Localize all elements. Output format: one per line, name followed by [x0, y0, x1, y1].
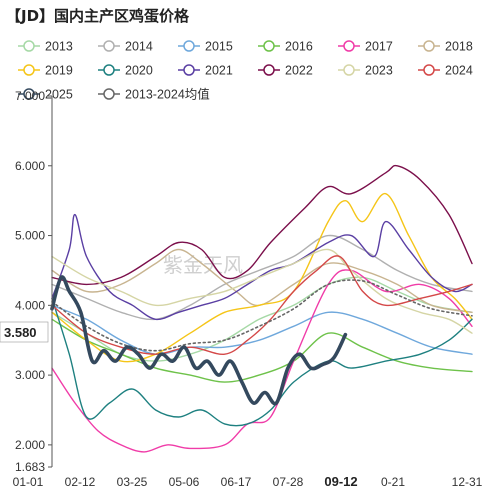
legend-label-6[interactable]: 2019 — [45, 64, 73, 78]
x-tick-label-6: 09-12 — [324, 474, 357, 489]
legend-marker-0 — [23, 40, 35, 52]
y-tick-label-3: 4.000 — [15, 298, 45, 312]
y-tick-label-0: 1.683 — [15, 460, 45, 474]
legend-label-3[interactable]: 2016 — [285, 40, 313, 54]
legend-marker-9 — [263, 64, 275, 76]
series-line-8 — [51, 213, 473, 321]
x-tick-label-8: 12-31 — [452, 475, 483, 489]
y-tick-label-6: 7.000 — [15, 89, 45, 103]
legend-label-10[interactable]: 2023 — [365, 64, 393, 78]
legend-marker-1 — [103, 40, 115, 52]
series-line-12 — [50, 275, 348, 406]
y-tick-label-5: 6.000 — [15, 159, 45, 173]
legend-marker-4 — [343, 40, 355, 52]
series-line-6 — [51, 193, 473, 363]
x-tick-label-4: 06-17 — [221, 475, 252, 489]
y-tick-label-2: 3.000 — [15, 368, 45, 382]
legend-label-9[interactable]: 2022 — [285, 64, 313, 78]
legend-label-1[interactable]: 2014 — [125, 40, 153, 54]
y-tick-label-4: 5.000 — [15, 229, 45, 243]
current-value-badge: 3.580 — [0, 321, 49, 343]
chart-title: 【JD】国内主产区鸡蛋价格 — [6, 7, 190, 25]
x-tick-label-0: 01-01 — [13, 475, 44, 489]
legend: 2013 2014 2015 2016 2017 2018 2019 2020 2021 2022… — [18, 40, 473, 102]
legend-label-8[interactable]: 2021 — [205, 64, 233, 78]
legend-label-11[interactable]: 2024 — [445, 64, 473, 78]
legend-label-13[interactable]: 2013-2024均值 — [125, 87, 210, 102]
legend-marker-10 — [343, 64, 355, 76]
x-tick-label-7: 0-21 — [381, 475, 405, 489]
series-line-5 — [51, 248, 473, 313]
current-value-box — [0, 321, 49, 343]
legend-marker-6 — [23, 64, 35, 76]
x-tick-label-3: 05-06 — [169, 475, 200, 489]
legend-marker-2 — [183, 40, 195, 52]
x-axis-ticks: 01-01 02-12 03-25 05-06 06-17 07-28 09-12 0-21 1… — [13, 474, 483, 489]
series-line-1 — [51, 234, 473, 321]
legend-marker-7 — [103, 64, 115, 76]
legend-label-5[interactable]: 2018 — [445, 40, 473, 54]
current-value-label: 3.580 — [4, 325, 37, 340]
legend-marker-13 — [103, 88, 115, 100]
legend-label-0[interactable]: 2013 — [45, 40, 73, 54]
series-layer — [50, 164, 473, 453]
legend-marker-3 — [263, 40, 275, 52]
x-tick-label-1: 02-12 — [65, 475, 96, 489]
series-line-10 — [51, 248, 473, 334]
legend-marker-8 — [183, 64, 195, 76]
legend-label-12[interactable]: 2025 — [45, 88, 73, 102]
series-line-9 — [51, 164, 473, 286]
y-axis-ticks: 1.683 2.000 3.000 4.000 5.000 6.000 7.000 — [15, 89, 52, 474]
legend-label-4[interactable]: 2017 — [365, 40, 393, 54]
x-tick-label-2: 03-25 — [117, 475, 148, 489]
x-tick-label-5: 07-28 — [273, 475, 304, 489]
series-line-13 — [51, 279, 473, 352]
legend-marker-5 — [423, 40, 435, 52]
legend-label-2[interactable]: 2015 — [205, 40, 233, 54]
legend-label-7[interactable]: 2020 — [125, 64, 153, 78]
legend-marker-12 — [23, 88, 35, 100]
series-line-2 — [51, 304, 473, 355]
series-line-7 — [51, 297, 473, 427]
legend-marker-11 — [423, 64, 435, 76]
y-tick-label-1: 2.000 — [15, 438, 45, 452]
